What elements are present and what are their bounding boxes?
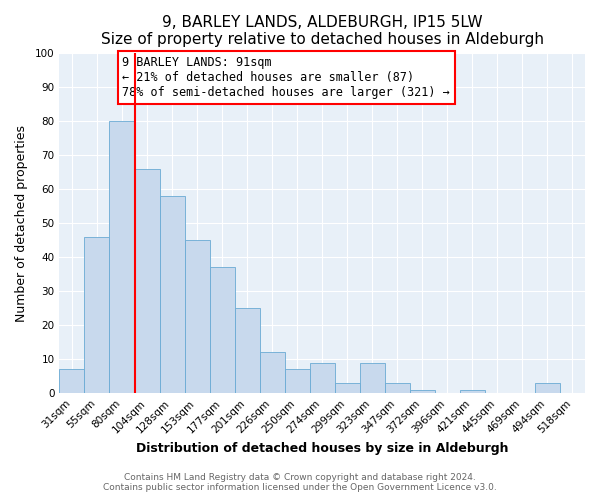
Bar: [260, 352, 284, 394]
Y-axis label: Number of detached properties: Number of detached properties: [15, 124, 28, 322]
Bar: [410, 390, 435, 394]
Bar: [385, 383, 410, 394]
Text: 9 BARLEY LANDS: 91sqm
← 21% of detached houses are smaller (87)
78% of semi-deta: 9 BARLEY LANDS: 91sqm ← 21% of detached …: [122, 56, 450, 99]
Bar: [535, 383, 560, 394]
Bar: [109, 121, 134, 394]
Bar: [59, 370, 85, 394]
Bar: [284, 370, 310, 394]
Text: Contains HM Land Registry data © Crown copyright and database right 2024.
Contai: Contains HM Land Registry data © Crown c…: [103, 473, 497, 492]
Bar: [185, 240, 209, 394]
Bar: [85, 236, 109, 394]
Bar: [360, 362, 385, 394]
Bar: [310, 362, 335, 394]
Bar: [209, 268, 235, 394]
Bar: [335, 383, 360, 394]
Bar: [160, 196, 185, 394]
Title: 9, BARLEY LANDS, ALDEBURGH, IP15 5LW
Size of property relative to detached house: 9, BARLEY LANDS, ALDEBURGH, IP15 5LW Siz…: [101, 15, 544, 48]
X-axis label: Distribution of detached houses by size in Aldeburgh: Distribution of detached houses by size …: [136, 442, 508, 455]
Bar: [235, 308, 260, 394]
Bar: [134, 168, 160, 394]
Bar: [460, 390, 485, 394]
